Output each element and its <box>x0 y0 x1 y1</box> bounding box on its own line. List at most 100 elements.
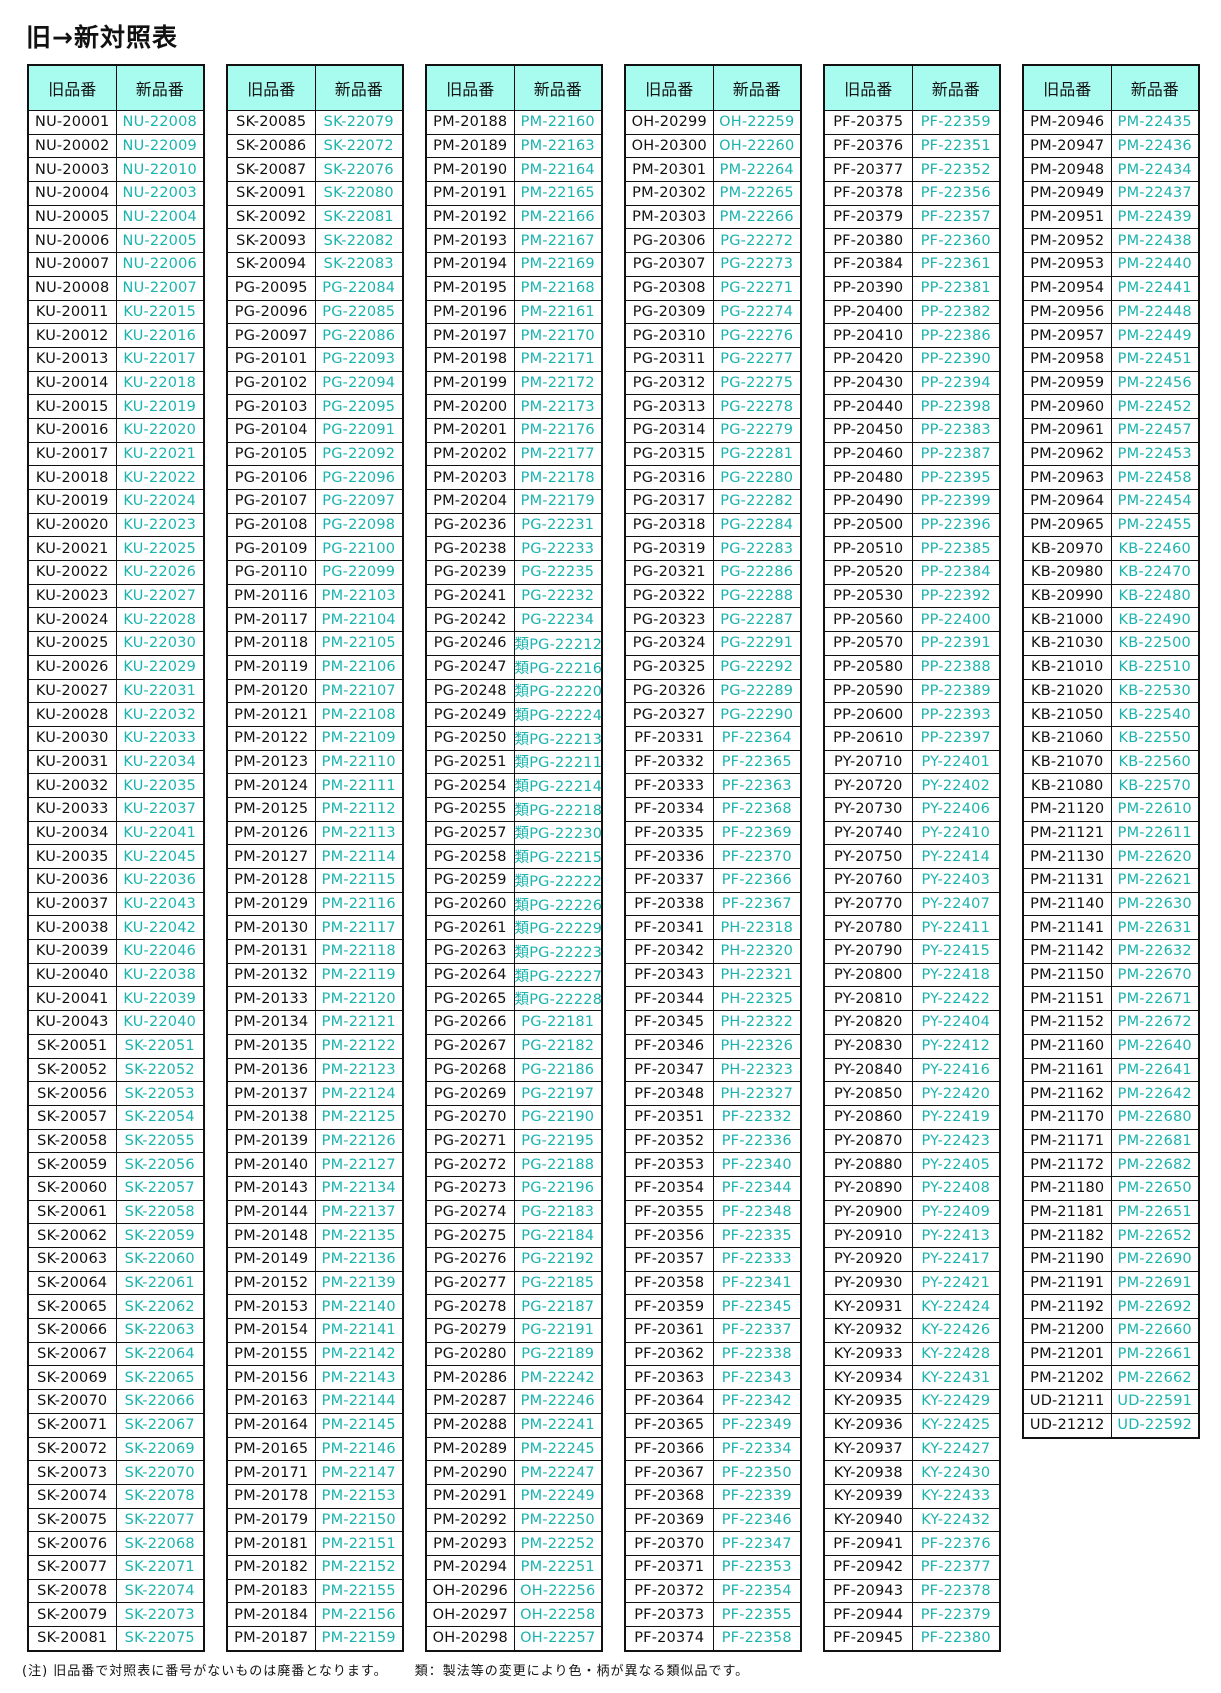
table-row: PM-21141 PM-22631 <box>1022 915 1200 941</box>
table-row: PM-21152 PM-22672 <box>1022 1010 1200 1035</box>
old-code: PG-20255 <box>425 796 515 822</box>
new-code: KU-22036 <box>115 868 205 893</box>
table-row: SK-20073 SK-22070 <box>27 1460 205 1485</box>
new-code: PG-22286 <box>712 560 802 585</box>
table-row: PM-20194 PM-22169 <box>425 252 603 277</box>
new-code: PP-22389 <box>911 678 1001 704</box>
old-code: PM-20303 <box>624 204 714 230</box>
table-row: PF-20370 PF-22347 <box>624 1531 802 1556</box>
old-code: PM-21200 <box>1022 1318 1112 1343</box>
new-code: KU-22030 <box>115 631 205 656</box>
table-row: PM-20951 PM-22439 <box>1022 204 1200 230</box>
table-row: SK-20069 SK-22065 <box>27 1365 205 1391</box>
table-row: PM-20202 PM-22177 <box>425 441 603 467</box>
old-code: PF-20333 <box>624 773 714 798</box>
table-row: PM-21180 PM-22650 <box>1022 1175 1200 1201</box>
table-row: PF-20357 PF-22333 <box>624 1247 802 1272</box>
table-row: PY-20840 PY-22416 <box>823 1057 1001 1083</box>
table-row: PP-20600 PP-22393 <box>823 702 1001 727</box>
table-row: SK-20093 SK-22082 <box>226 228 404 254</box>
table-row: PM-20192 PM-22166 <box>425 204 603 230</box>
old-code: KU-20014 <box>27 370 117 396</box>
new-code: PG-22095 <box>314 394 404 419</box>
old-code: PG-20110 <box>226 560 316 585</box>
old-code: PG-20276 <box>425 1247 515 1272</box>
old-code: PF-20335 <box>624 820 714 846</box>
old-code: PF-20943 <box>823 1578 913 1604</box>
table-row: PP-20560 PP-22400 <box>823 607 1001 633</box>
old-code: SK-20058 <box>27 1128 117 1154</box>
old-code: PF-20347 <box>624 1057 714 1083</box>
table-row: PG-20238 PG-22233 <box>425 536 603 562</box>
table-row: PP-20590 PP-22389 <box>823 678 1001 704</box>
old-code: SK-20057 <box>27 1104 117 1130</box>
new-code: PG-22187 <box>513 1294 603 1320</box>
new-code: KU-22027 <box>115 583 205 609</box>
table-row: PM-20959 PM-22456 <box>1022 370 1200 396</box>
new-code: 類PG-22214 <box>513 773 603 798</box>
table-row: SK-20067 SK-22064 <box>27 1341 205 1367</box>
new-code: PM-22661 <box>1110 1341 1200 1367</box>
new-code: NU-22008 <box>115 110 205 135</box>
table-row: PF-20343 PH-22321 <box>624 962 802 988</box>
table-row: PY-20920 PY-22417 <box>823 1247 1001 1272</box>
old-code: PY-20890 <box>823 1175 913 1201</box>
new-code: PM-22176 <box>513 417 603 443</box>
new-code: SK-22067 <box>115 1412 205 1438</box>
table-row: PP-20410 PP-22386 <box>823 323 1001 348</box>
table-row: PM-20154 PM-22141 <box>226 1318 404 1343</box>
old-code: PG-20102 <box>226 370 316 396</box>
new-code: PG-22093 <box>314 346 404 372</box>
old-code: PG-20239 <box>425 560 515 585</box>
new-code: PP-22390 <box>911 346 1001 372</box>
new-code: PM-22251 <box>513 1554 603 1580</box>
table-row: KU-20017 KU-22021 <box>27 441 205 467</box>
new-code: PM-22241 <box>513 1412 603 1438</box>
old-code: SK-20077 <box>27 1554 117 1580</box>
new-code: PG-22190 <box>513 1104 603 1130</box>
table-row: PM-20144 PM-22137 <box>226 1199 404 1225</box>
table-row: NU-20008 NU-22007 <box>27 275 205 301</box>
table-row: PG-20276 PG-22192 <box>425 1247 603 1272</box>
table-row: PG-20270 PG-22190 <box>425 1104 603 1130</box>
new-code: PM-22250 <box>513 1507 603 1533</box>
new-code: PY-22414 <box>911 844 1001 869</box>
new-code: SK-22053 <box>115 1081 205 1106</box>
new-code: PF-22365 <box>712 749 802 775</box>
old-code: KU-20025 <box>27 631 117 656</box>
old-code: PM-21121 <box>1022 820 1112 846</box>
table-row: SK-20063 SK-22060 <box>27 1247 205 1272</box>
table-row: PM-20196 PM-22161 <box>425 299 603 325</box>
table-row: PM-20948 PM-22434 <box>1022 157 1200 183</box>
old-code: KB-20980 <box>1022 560 1112 585</box>
table-row: PF-20374 PF-22358 <box>624 1625 802 1652</box>
table-row: PG-20313 PG-22278 <box>624 394 802 419</box>
old-code: KU-20020 <box>27 512 117 538</box>
old-code: NU-20002 <box>27 133 117 159</box>
old-code: SK-20065 <box>27 1294 117 1320</box>
conversion-table: 旧品番 新品番 NU-20001 NU-22008 NU-20002 NU-22009 NU… <box>27 64 205 1652</box>
new-code: PF-22349 <box>712 1412 802 1438</box>
table-row: SK-20078 SK-22074 <box>27 1578 205 1604</box>
table-row: PM-20301 PM-22264 <box>624 157 802 183</box>
new-code: PP-22387 <box>911 441 1001 467</box>
new-code: PM-22136 <box>314 1247 404 1272</box>
new-code: PP-22394 <box>911 370 1001 396</box>
old-code: PG-20269 <box>425 1081 515 1106</box>
old-code: KU-20043 <box>27 1010 117 1035</box>
old-code: PG-20279 <box>425 1318 515 1343</box>
old-code: KU-20039 <box>27 939 117 964</box>
table-row: PM-20293 PM-22252 <box>425 1531 603 1556</box>
new-code: SK-22070 <box>115 1460 205 1485</box>
table-row: PF-20363 PF-22343 <box>624 1365 802 1391</box>
old-code: PF-20363 <box>624 1365 714 1391</box>
table-row: PM-20129 PM-22116 <box>226 891 404 917</box>
new-code: PM-22106 <box>314 654 404 680</box>
new-code: PM-22163 <box>513 133 603 159</box>
old-code: PF-20380 <box>823 228 913 254</box>
old-code: PF-20352 <box>624 1128 714 1154</box>
old-code: PM-20165 <box>226 1436 316 1462</box>
table-row: PY-20780 PY-22411 <box>823 915 1001 941</box>
old-code: PG-20314 <box>624 417 714 443</box>
table-row: KB-20990 KB-22480 <box>1022 583 1200 609</box>
